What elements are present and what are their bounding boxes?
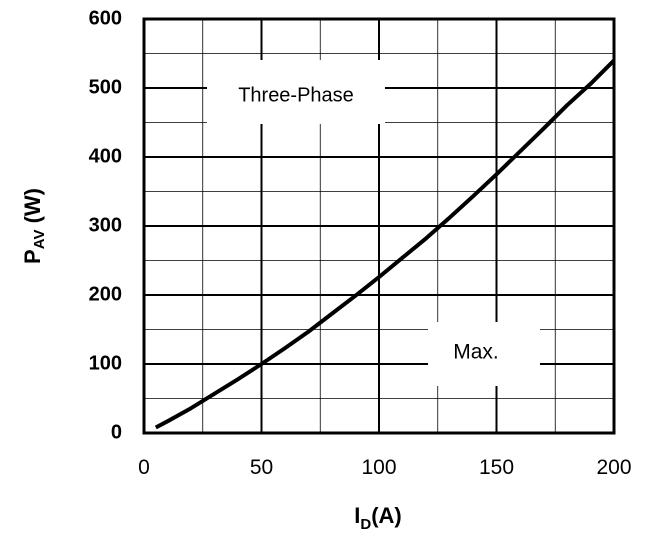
x-tick-label: 50: [250, 456, 273, 479]
series-layer: [154, 58, 616, 430]
x-tick-label: 100: [361, 456, 396, 479]
y-axis-title-sub: AV: [31, 230, 48, 250]
y-tick-label: 0: [111, 421, 122, 443]
y-axis-title: PAV (W): [20, 188, 48, 264]
annotation-max: Max.: [453, 341, 499, 364]
plot-frame: [142, 17, 616, 435]
x-tick-label: 150: [479, 456, 514, 479]
x-axis-title-sub: D: [360, 516, 371, 533]
x-tick-label: 0: [138, 456, 150, 479]
annotation-box-three-phase: [207, 60, 385, 124]
series-line-0: [154, 58, 616, 430]
x-axis-title: ID(A): [354, 503, 402, 533]
y-tick-label: 200: [89, 283, 122, 305]
y-tick-label: 600: [89, 7, 122, 29]
y-tick-label: 300: [89, 214, 122, 236]
x-axis-title-main: I: [354, 503, 360, 528]
annotation-three-phase: Three-Phase: [238, 84, 354, 106]
y-tick-label: 100: [89, 352, 122, 374]
y-axis-title-main: P: [20, 249, 45, 264]
annotation-layer: Three-Phase Max.: [207, 60, 540, 386]
x-tick-label: 200: [596, 456, 631, 479]
x-axis-title-suffix: (A): [371, 503, 402, 528]
y-tick-labels: 0 100 200 300 400 500 600: [89, 7, 122, 443]
y-tick-label: 400: [89, 145, 122, 167]
y-axis-title-suffix: (W): [20, 188, 45, 230]
y-tick-label: 500: [89, 76, 122, 98]
x-tick-labels: 0 50 100 150 200: [138, 456, 631, 479]
annotation-box-max: [428, 322, 540, 386]
